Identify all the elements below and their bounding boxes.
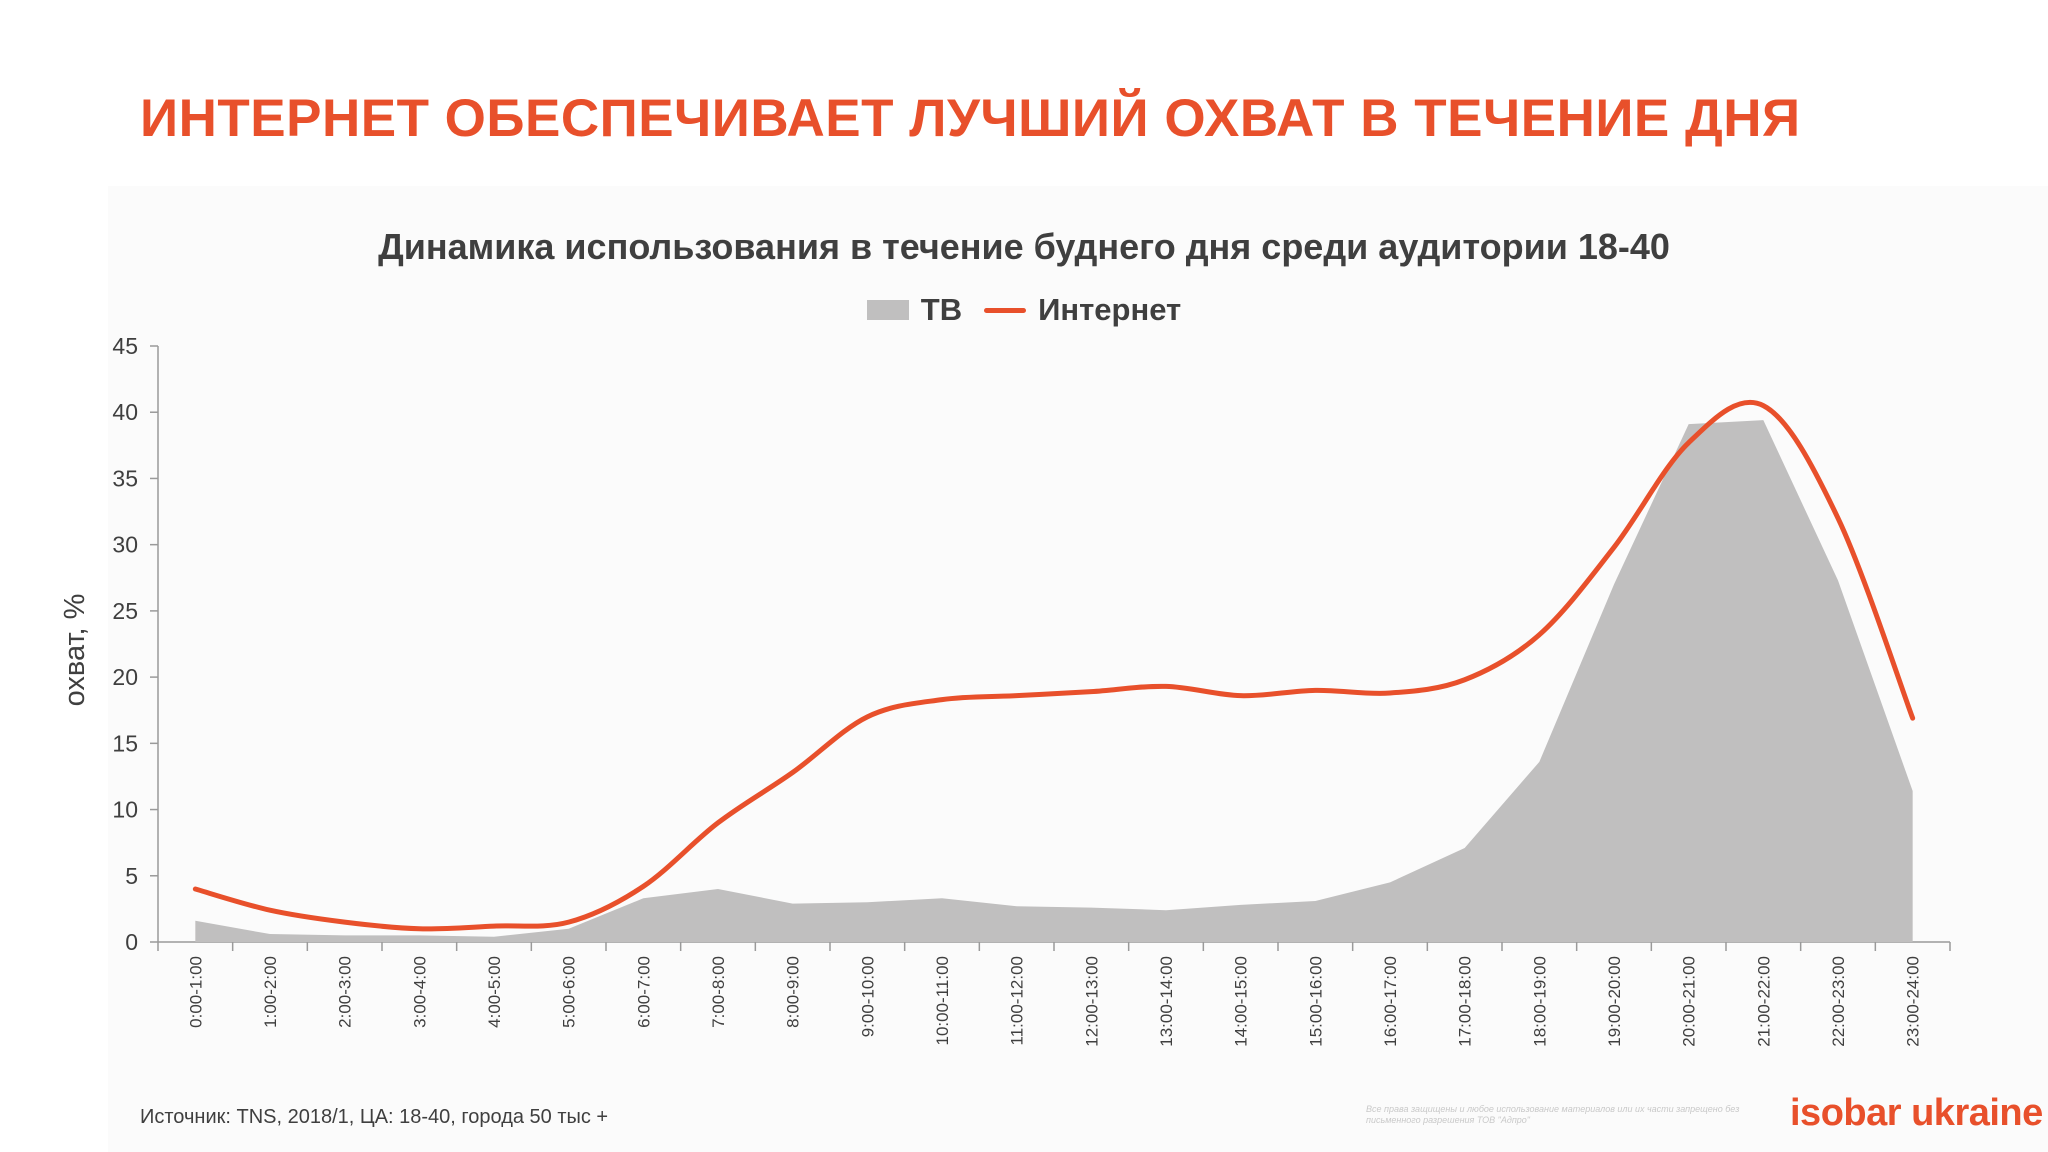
y-tick-label: 15 — [112, 730, 138, 756]
source-note: Источник: TNS, 2018/1, ЦА: 18-40, города… — [140, 1106, 609, 1128]
x-tick-label: 16:00-17:00 — [1381, 956, 1400, 1047]
y-tick-label: 30 — [112, 532, 138, 558]
x-tick-label: 2:00-3:00 — [336, 956, 355, 1028]
x-tick-label: 3:00-4:00 — [410, 956, 429, 1028]
y-tick-label: 10 — [112, 797, 138, 823]
x-tick-label: 18:00-19:00 — [1530, 956, 1549, 1047]
x-tick-label: 8:00-9:00 — [784, 956, 803, 1028]
x-tick-label: 20:00-21:00 — [1680, 956, 1699, 1047]
x-tick-label: 1:00-2:00 — [261, 956, 280, 1028]
y-tick-label: 45 — [112, 333, 138, 359]
x-tick-label: 22:00-23:00 — [1829, 956, 1848, 1047]
x-tick-label: 0:00-1:00 — [186, 956, 205, 1028]
y-tick-label: 20 — [112, 664, 138, 690]
y-tick-label: 40 — [112, 399, 138, 425]
slide-title: ИНТЕРНЕТ ОБЕСПЕЧИВАЕТ ЛУЧШИЙ ОХВАТ В ТЕЧ… — [140, 89, 1801, 148]
y-tick-label: 5 — [125, 863, 138, 889]
x-tick-label: 19:00-20:00 — [1605, 956, 1624, 1047]
x-tick-label: 14:00-15:00 — [1232, 956, 1251, 1047]
legend-swatch-internet — [984, 307, 1027, 313]
x-tick-label: 15:00-16:00 — [1306, 956, 1325, 1047]
x-tick-label: 6:00-7:00 — [634, 956, 653, 1028]
chart-title: Динамика использования в течение буднего… — [378, 226, 1670, 267]
legend-label-internet: Интернет — [1038, 292, 1182, 327]
chart-legend: ТВ Интернет — [0, 292, 2048, 328]
x-tick-label: 7:00-8:00 — [709, 956, 728, 1028]
x-tick-label: 23:00-24:00 — [1904, 956, 1923, 1047]
legend-swatch-tv — [866, 300, 909, 320]
x-tick-label: 10:00-11:00 — [933, 956, 952, 1045]
x-tick-label: 17:00-18:00 — [1456, 956, 1475, 1047]
legend-item-internet: Интернет — [984, 292, 1181, 328]
legend-item-tv: ТВ — [866, 292, 963, 328]
legend-label-tv: ТВ — [920, 292, 963, 327]
x-tick-label: 21:00-22:00 — [1754, 956, 1773, 1047]
y-axis-title: охват, % — [59, 594, 91, 707]
tv-area — [195, 420, 1913, 942]
rights-notice: Все права защищены и любое использование… — [1366, 1104, 1740, 1125]
y-tick-label: 35 — [112, 465, 138, 491]
x-tick-label: 5:00-6:00 — [560, 956, 579, 1028]
y-tick-label: 0 — [125, 929, 138, 955]
x-tick-label: 9:00-10:00 — [858, 956, 877, 1037]
x-tick-label: 13:00-14:00 — [1157, 956, 1176, 1047]
x-tick-label: 12:00-13:00 — [1082, 956, 1101, 1047]
internet-line — [192, 399, 1916, 932]
x-tick-label: 11:00-12:00 — [1008, 956, 1027, 1045]
isobar-logo: isobar ukraine — [1790, 1092, 2043, 1134]
x-tick-label: 4:00-5:00 — [485, 956, 504, 1028]
y-tick-label: 25 — [112, 598, 138, 624]
